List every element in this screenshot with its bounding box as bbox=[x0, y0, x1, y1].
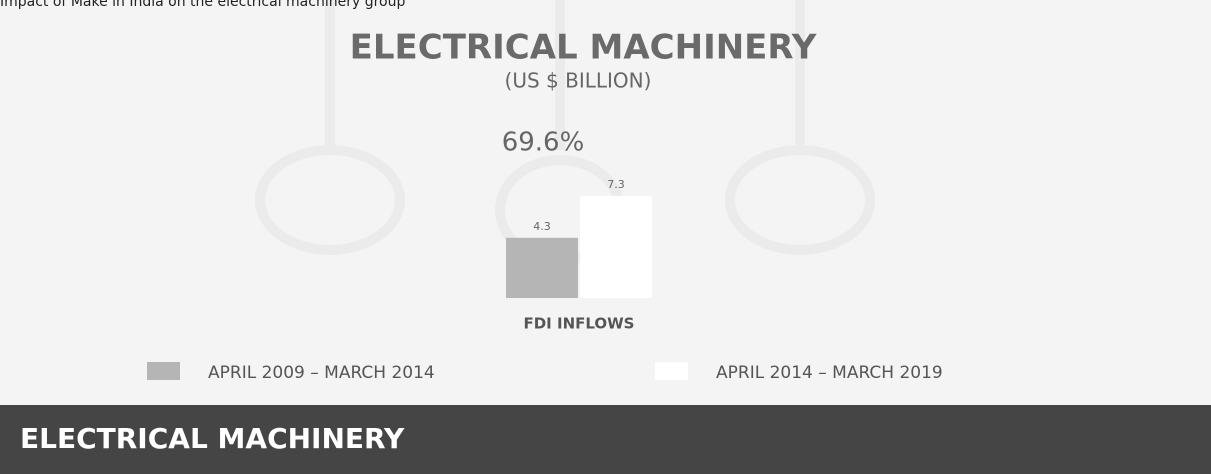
legend-label: APRIL 2014 – MARCH 2019 bbox=[716, 363, 943, 383]
caption: Impact of Make in India on the electrica… bbox=[0, 0, 405, 10]
footer-banner bbox=[0, 405, 1211, 474]
value-label: 7.3 bbox=[607, 178, 625, 191]
bar bbox=[506, 237, 578, 298]
footer-title: ELECTRICAL MACHINERY bbox=[20, 422, 405, 455]
chart-subtitle: (US $ BILLION) bbox=[505, 69, 652, 93]
chart-title: ELECTRICAL MACHINERY bbox=[350, 28, 817, 68]
value-label: 4.3 bbox=[533, 220, 551, 233]
x-axis-label: FDI INFLOWS bbox=[523, 315, 634, 333]
legend-label: APRIL 2009 – MARCH 2014 bbox=[208, 363, 435, 383]
bar bbox=[580, 195, 652, 298]
legend-swatch bbox=[655, 362, 688, 380]
growth-annotation: 69.6% bbox=[502, 128, 585, 158]
legend-swatch bbox=[147, 362, 180, 380]
